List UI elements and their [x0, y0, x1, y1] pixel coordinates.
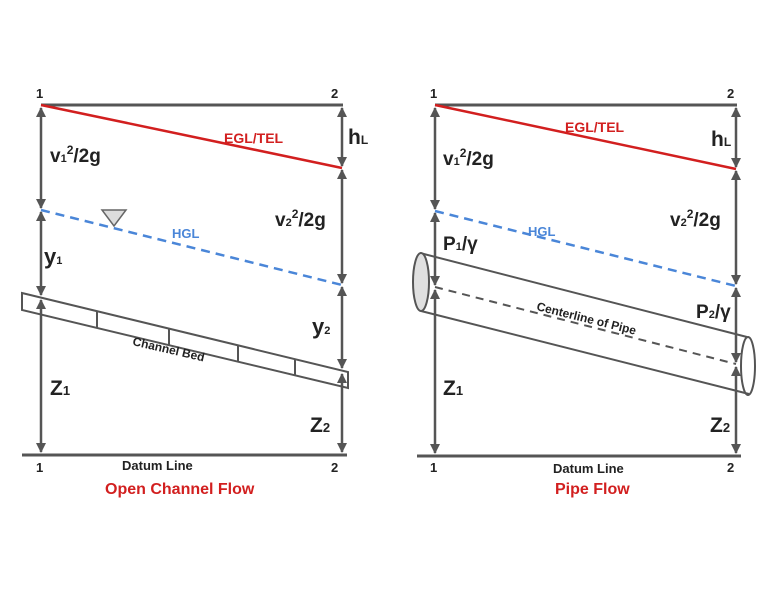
- pipe: [412, 252, 756, 396]
- pressure-head-1-label: P1/γ: [443, 234, 478, 255]
- depth-2-label: y2: [312, 314, 330, 339]
- velocity-head-1-label: v12/2g: [443, 146, 494, 170]
- pipe-centerline: [434, 286, 737, 365]
- channel-bed: [21, 291, 349, 390]
- open-channel-title: Open Channel Flow: [105, 481, 255, 498]
- elevation-1-label: Z1: [443, 377, 463, 400]
- hgl-line: [40, 208, 343, 287]
- pressure-head-2-label: P2/γ: [696, 302, 731, 323]
- hgl-label: HGL: [172, 226, 200, 241]
- pipe-flow-diagram: 1 2 1 2 Datum Line Pipe Flow EGL/TEL HGL…: [412, 86, 756, 498]
- egl-label: EGL/TEL: [565, 119, 625, 135]
- velocity-head-2-label: v22/2g: [670, 207, 721, 231]
- velocity-head-2-label: v22/2g: [275, 207, 326, 231]
- section-2-top: 2: [727, 86, 734, 101]
- section-2-top: 2: [331, 86, 338, 101]
- egl-line: [434, 103, 737, 171]
- elevation-2-label: Z2: [710, 414, 730, 437]
- elevation-2-label: Z2: [310, 414, 330, 437]
- section-1-bottom: 1: [430, 460, 437, 475]
- section-1-top: 1: [36, 86, 43, 101]
- egl-label: EGL/TEL: [224, 130, 284, 146]
- hgl-label: HGL: [528, 224, 556, 239]
- section-1-top: 1: [430, 86, 437, 101]
- section-1-bottom: 1: [36, 460, 43, 475]
- hgl-line: [434, 209, 737, 288]
- elevation-1-label: Z1: [50, 377, 70, 400]
- water-surface-icon: [100, 209, 128, 228]
- egl-line: [40, 103, 343, 170]
- pipe-flow-title: Pipe Flow: [555, 481, 630, 498]
- section-2-bottom: 2: [727, 460, 734, 475]
- open-channel-diagram: 1 2 1 2 Datum Line Open Channel Flow EGL…: [21, 86, 368, 498]
- head-loss-label: hL: [711, 128, 731, 151]
- velocity-head-1-label: v12/2g: [50, 143, 101, 167]
- head-loss-label: hL: [348, 126, 368, 149]
- depth-1-label: y1: [44, 244, 62, 269]
- datum-label: Datum Line: [122, 458, 193, 473]
- section-2-bottom: 2: [331, 460, 338, 475]
- datum-label: Datum Line: [553, 461, 624, 476]
